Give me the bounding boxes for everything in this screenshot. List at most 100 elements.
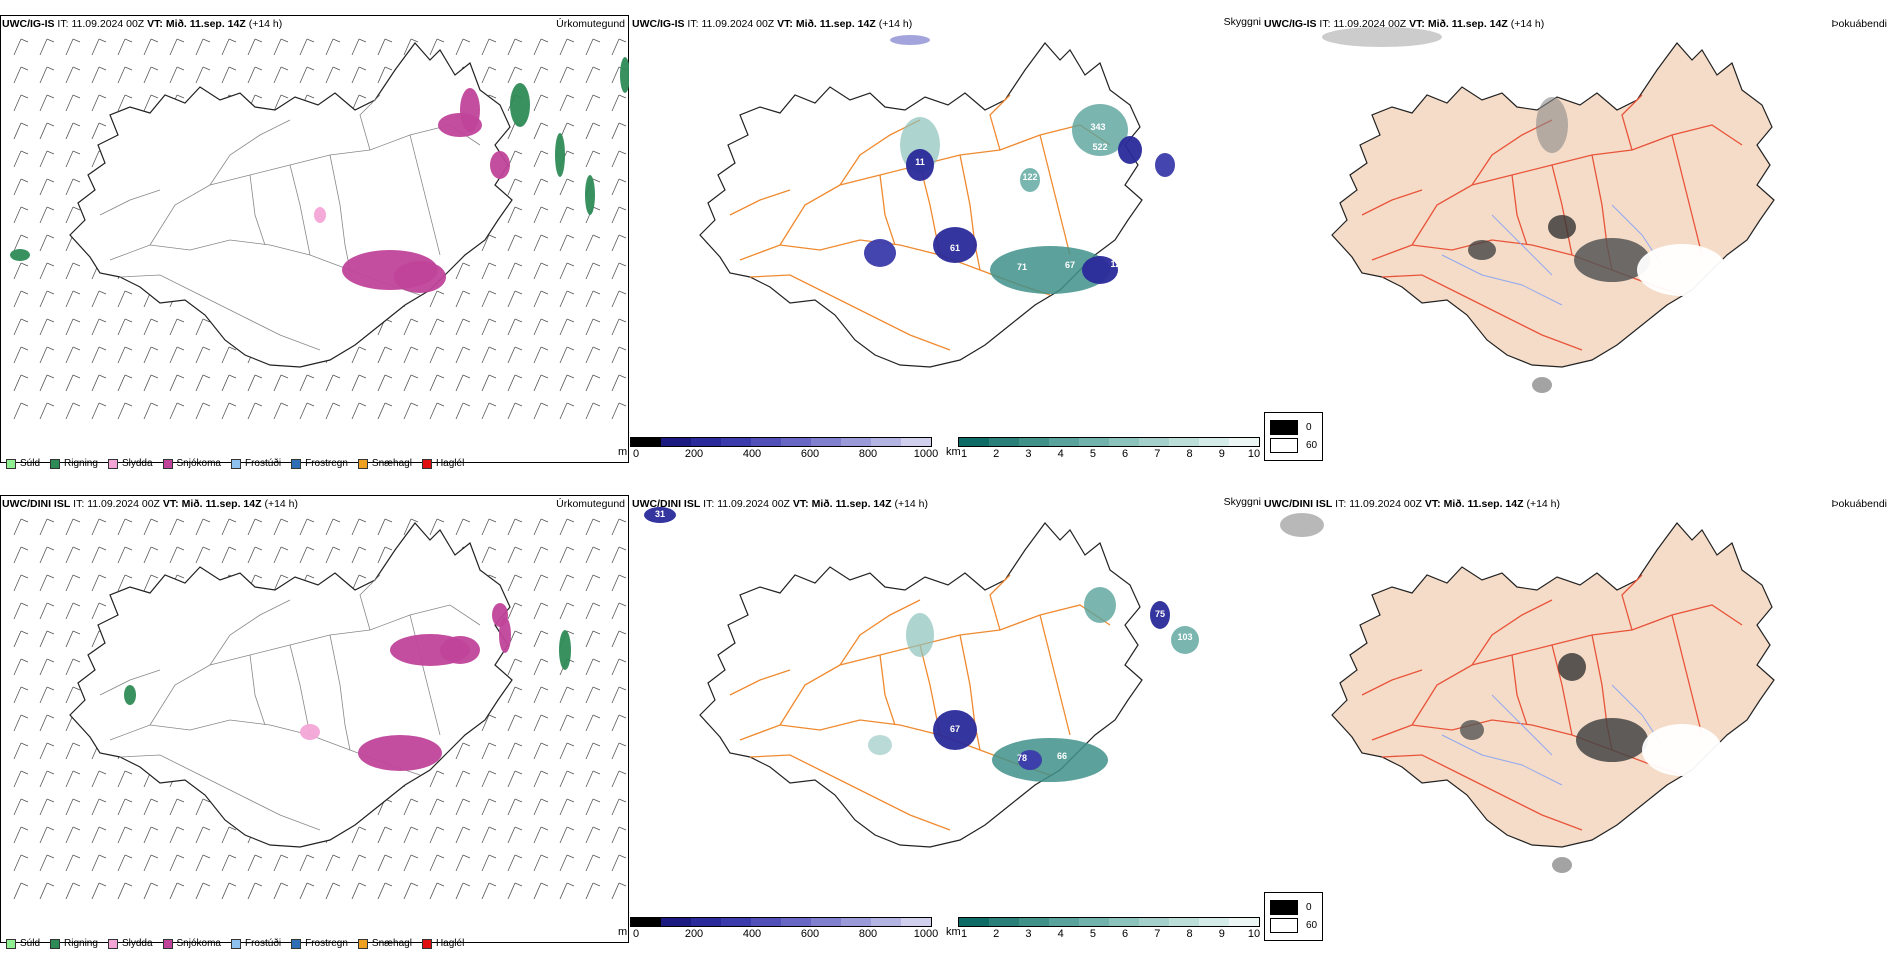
wind-barb-flag [462,742,471,747]
wind-barb [351,346,360,364]
legend-label: Frostúði [244,938,282,949]
cloud-areas: 31 75 103 67 78 66 185 [644,507,1199,782]
wind-barb [65,826,74,844]
wind-barb-flag [436,346,445,351]
wind-barb [169,374,178,392]
wind-barb-flag [98,122,107,127]
wind-barb-flag [514,318,523,323]
wind-barb-flag [540,630,549,635]
wind-barb-flag [488,374,497,379]
colorbar-tick-label: 1000 [913,448,939,460]
wind-barb [117,882,126,900]
wind-barb [39,630,48,648]
wind-barb-flag [20,630,29,635]
wind-barb-flag [98,290,107,295]
colorbar-tick-label: 0 [632,928,640,940]
road-line [99,189,161,216]
wind-barb-flag [358,402,367,407]
colorbar-tick-label: 800 [858,928,878,940]
wind-barb [533,518,542,536]
wind-barb [455,826,464,844]
wind-barb-flag [618,150,627,155]
wind-barb-flag [514,574,523,579]
wind-barb-flag [332,66,341,71]
wind-barb-flag [98,402,107,407]
colorbar-cell [1139,438,1169,446]
wind-barb [195,318,204,336]
field-label: 66 [1057,751,1067,761]
colorbar-cell [1109,918,1139,926]
wind-barb [429,374,438,392]
legend-label: Haglél [435,458,465,469]
wind-barb [65,150,74,168]
wind-barb-flag [280,882,289,887]
wind-barb [91,518,100,536]
colorbar-strip [630,437,932,447]
wind-barb [507,290,516,308]
wind-barb-flag [124,38,133,43]
wind-barb-flag [514,742,523,747]
wind-barb [585,66,594,84]
colorbar-strip [630,917,932,927]
wind-barb [247,402,256,420]
wind-barb [169,38,178,56]
wind-barb-flag [436,826,445,831]
wind-barb-flag [150,66,159,71]
wind-barb [13,798,22,816]
wind-barb-flag [566,122,575,127]
colorbar-tick-label: 2 [993,928,1000,940]
wind-barb [533,630,542,648]
wind-barb [299,882,308,900]
wind-barb-flag [20,94,29,99]
field-area [555,133,565,177]
colorbar-tick-label: 10 [1247,448,1261,460]
wind-barb [455,402,464,420]
wind-barb [65,518,74,536]
wind-barb-flag [514,374,523,379]
wind-barb-flag [176,546,185,551]
wind-barb [91,38,100,56]
wind-barb [481,66,490,84]
wind-barb [39,602,48,620]
wind-barb [481,742,490,760]
wind-barb [39,826,48,844]
wind-barb [65,658,74,676]
legend-item: Snjókoma [162,458,221,469]
wind-barb [91,66,100,84]
wind-barb [585,122,594,140]
wind-barb [13,518,22,536]
field-area [1536,97,1568,153]
panel-header: UWC/DINI ISL IT: 11.09.2024 00Z VT: Mið.… [2,498,299,510]
wind-barb-flag [566,262,575,267]
colorbar-tick-label: 6 [1122,448,1129,460]
iceland-outline [699,42,1143,368]
field-area [906,149,934,181]
wind-barb [611,374,620,392]
wind-barb-flag [20,290,29,295]
wind-barb [13,346,22,364]
wind-barb [559,374,568,392]
wind-barb [455,346,464,364]
fog-legend-value: 60 [1306,920,1318,931]
wind-barb-flag [46,346,55,351]
road-line [1411,604,1743,726]
wind-barb [507,234,516,252]
wind-barb [247,882,256,900]
wind-barb-flag [618,546,627,551]
colorbar-cell [691,438,721,446]
wind-barb [325,66,334,84]
wind-barb [611,234,620,252]
colorbar-tick-label: 1 [960,928,968,940]
wind-barb-flag [20,346,29,351]
wind-barb-flag [566,686,575,691]
wind-barb [65,178,74,196]
wind-barb [39,686,48,704]
wind-barb-flag [566,66,575,71]
wind-barb-flag [462,854,471,859]
colorbar-cell [1169,438,1199,446]
wind-barb-flag [98,882,107,887]
wind-barb [533,882,542,900]
wind-barb-flag [46,714,55,719]
wind-barb [13,262,22,280]
wind-barb [455,798,464,816]
